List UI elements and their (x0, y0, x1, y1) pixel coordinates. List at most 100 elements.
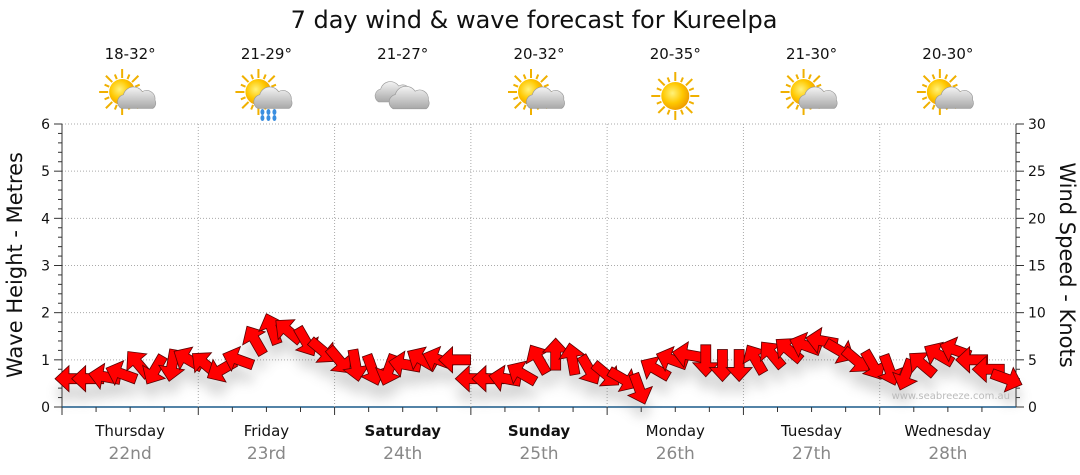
sun-ray (921, 96, 928, 101)
day-label: Sunday (508, 422, 571, 440)
cloud-path (935, 86, 974, 109)
sun-cloud-icon (916, 69, 974, 115)
wind-arrow (438, 345, 472, 374)
wind-arrow-shadow (577, 367, 602, 398)
y-axis-right-label: Wind Speed - Knots (1055, 162, 1079, 367)
wind-arrow (606, 366, 638, 393)
sun-ray (688, 100, 695, 105)
raindrop (266, 115, 271, 121)
sun-ray (134, 83, 141, 88)
wind-arrow (242, 325, 268, 358)
cloud-shape (798, 86, 838, 109)
sun-ray (113, 104, 118, 110)
y-left-tick-label: 2 (41, 306, 50, 322)
sun-disc (661, 82, 690, 110)
wind-arrow (775, 338, 805, 365)
temperature-range: 21-27° (377, 45, 428, 63)
date-label: 25th (519, 444, 558, 464)
wind-arrow-shadow (776, 352, 804, 378)
sun-ray (680, 109, 684, 115)
sun-ray (808, 74, 812, 80)
sun-ray (104, 83, 110, 88)
sun-ray (513, 96, 519, 101)
y-right-tick-label: 5 (1028, 353, 1037, 369)
sun-ray (240, 96, 246, 101)
sun-cloud-rain-icon (235, 69, 293, 121)
sun-ray (931, 104, 936, 110)
sun-ray (795, 74, 800, 80)
sun-ray (241, 75, 250, 83)
sun-ray (922, 75, 931, 83)
sun-ray (812, 75, 821, 83)
cloud-shape (935, 86, 974, 109)
sun-ray (666, 109, 671, 115)
wind-arrow (860, 348, 886, 380)
wind-arrow-shadow (760, 356, 786, 384)
sun-ray (540, 75, 548, 83)
sun-ray (113, 74, 118, 80)
wind-arrow (541, 337, 570, 371)
sun-ray (685, 105, 693, 114)
watermark: www.seabreeze.com.au (892, 391, 1010, 402)
sun-ray (250, 74, 254, 80)
sun-ray (240, 83, 246, 88)
y-left-tick-label: 5 (41, 164, 50, 180)
sun-ray (922, 101, 931, 109)
wind-arrow (222, 345, 256, 373)
wind-arrow (989, 366, 1023, 393)
sun-ray (944, 74, 949, 80)
y-right-tick-label: 10 (1028, 306, 1046, 322)
day-label: Wednesday (904, 422, 991, 440)
sun-ray (126, 74, 131, 80)
sun-ray (785, 83, 792, 88)
raindrop (260, 109, 265, 115)
day-label: Friday (244, 422, 290, 440)
y-right-tick-label: 30 (1028, 117, 1046, 133)
sun-ray (680, 77, 684, 83)
y-right-tick-label: 20 (1028, 211, 1046, 227)
wind-arrow-shadow (909, 366, 938, 393)
cloud-path (526, 86, 565, 109)
raindrop (272, 109, 277, 115)
sun-ray (786, 101, 795, 109)
wind-arrow (306, 336, 336, 363)
cloud-shape (388, 85, 430, 110)
sun-icon (651, 72, 700, 120)
y-right-tick-label: 15 (1028, 259, 1046, 275)
sun-cloud-icon (508, 69, 565, 115)
date-label: 28th (928, 444, 967, 464)
y-left-tick-label: 6 (41, 117, 50, 133)
date-label: 27th (792, 444, 831, 464)
cloud-path (798, 86, 838, 109)
temperature-range: 21-29° (241, 45, 292, 63)
sun-cloud-icon (99, 69, 157, 115)
temperature-range: 20-35° (650, 45, 701, 63)
sun-icon (651, 72, 700, 120)
sun-ray (949, 75, 957, 83)
wind-arrow (105, 360, 139, 387)
day-label: Thursday (94, 422, 165, 440)
sun-ray (522, 74, 527, 80)
date-label: 24th (383, 444, 422, 464)
cloud-path (117, 86, 157, 109)
sun-ray (241, 101, 250, 109)
raindrop (260, 115, 265, 121)
cloud-shape (253, 86, 293, 109)
sun-ray (267, 75, 276, 83)
cloud-shape (526, 86, 565, 109)
sun-ray (656, 87, 662, 92)
sun-ray (513, 83, 519, 88)
y-left-tick-label: 1 (41, 353, 50, 369)
sun-ray (816, 83, 822, 88)
date-label: 26th (656, 444, 695, 464)
cloud-path (253, 86, 293, 109)
temperature-range: 18-32° (105, 45, 156, 63)
sun-ray (514, 101, 522, 109)
y-left-tick-label: 0 (41, 400, 50, 416)
sun-ray (657, 105, 666, 114)
wind-arrow (525, 344, 552, 376)
cloud-shape (117, 86, 157, 109)
wind-arrow-shadow (275, 333, 304, 360)
